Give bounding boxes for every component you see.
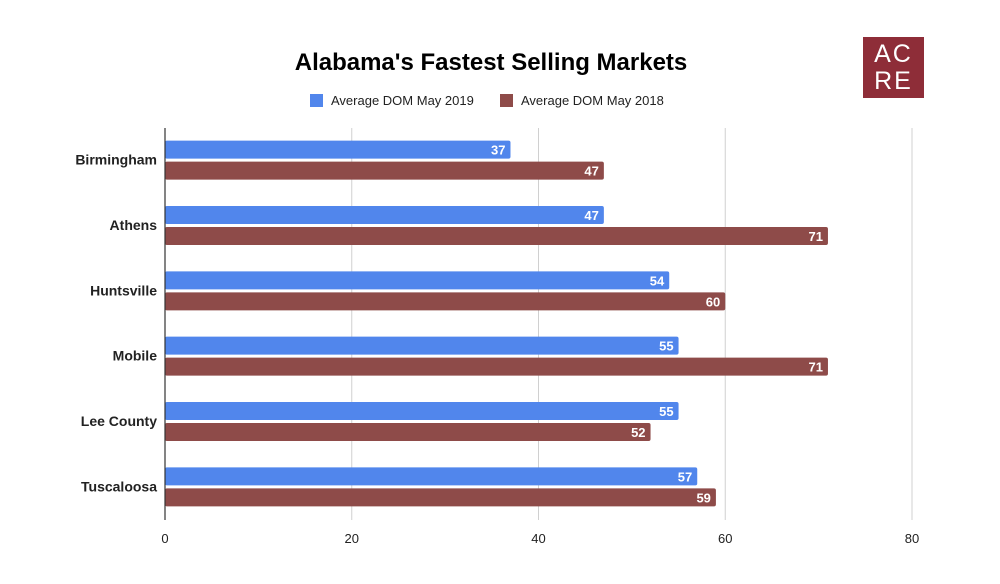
- data-label: 54: [650, 273, 665, 288]
- bars: Birmingham 37 47 Athens 47 71 Huntsville 54 60 Mo…: [75, 140, 828, 507]
- data-label: 47: [584, 208, 598, 223]
- gridlines: 0 20 40 60 80: [161, 128, 919, 546]
- data-label: 71: [808, 360, 822, 375]
- x-tick-label: 40: [531, 531, 545, 546]
- x-tick-label: 0: [161, 531, 168, 546]
- x-tick-label: 20: [345, 531, 359, 546]
- data-label: 57: [678, 469, 692, 484]
- logo-line-2: RE: [874, 67, 913, 95]
- bar: [165, 357, 828, 376]
- legend-label: Average DOM May 2018: [521, 93, 664, 108]
- bar: [165, 336, 679, 355]
- bar: [165, 140, 511, 159]
- bar: [165, 467, 698, 486]
- category-label: Athens: [110, 217, 158, 233]
- logo-line-1: AC: [874, 40, 913, 68]
- x-tick-label: 80: [905, 531, 919, 546]
- x-tick-label: 60: [718, 531, 732, 546]
- legend-swatch: [500, 94, 513, 107]
- category-label: Mobile: [113, 348, 158, 364]
- bar: [165, 292, 726, 311]
- bar: [165, 488, 716, 507]
- bar: [165, 402, 679, 420]
- category-label: Tuscaloosa: [81, 478, 157, 494]
- data-label: 52: [631, 425, 645, 440]
- legend: Average DOM May 2019 Average DOM May 2018: [310, 93, 664, 108]
- data-label: 59: [696, 490, 710, 505]
- bar: [165, 271, 670, 290]
- category-label: Lee County: [81, 413, 157, 429]
- data-label: 55: [659, 339, 673, 354]
- bar: [165, 227, 828, 245]
- data-label: 71: [808, 229, 822, 244]
- data-label: 47: [584, 164, 598, 179]
- data-label: 55: [659, 404, 673, 419]
- acre-logo: AC RE: [863, 37, 924, 98]
- bar: [165, 206, 604, 224]
- chart-title: Alabama's Fastest Selling Markets: [295, 49, 688, 76]
- bar: [165, 161, 604, 180]
- bar: [165, 423, 651, 441]
- data-label: 60: [706, 294, 720, 309]
- legend-label: Average DOM May 2019: [331, 93, 474, 108]
- category-label: Birmingham: [75, 152, 157, 168]
- category-label: Huntsville: [90, 282, 157, 298]
- legend-swatch: [310, 94, 323, 107]
- data-label: 37: [491, 143, 505, 158]
